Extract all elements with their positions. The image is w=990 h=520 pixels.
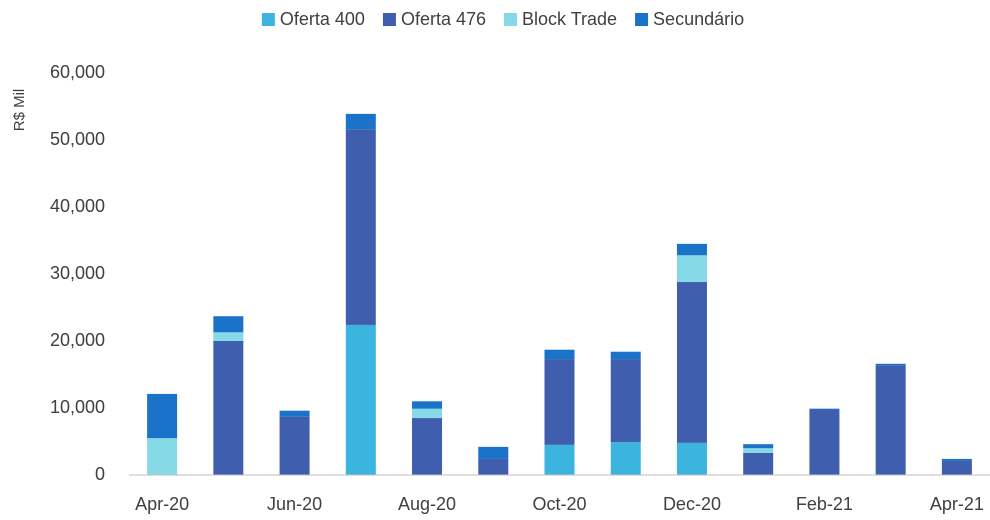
x-tick-label: Apr-21: [930, 494, 984, 514]
y-tick-label: 40,000: [50, 196, 105, 216]
legend-label: Oferta 400: [280, 9, 365, 29]
bar-segment: [676, 243, 707, 256]
bar-segment: [213, 341, 244, 475]
bar-segment: [941, 460, 972, 475]
bar-segment: [875, 365, 906, 475]
bar-segment: [147, 438, 178, 475]
bar-segment: [345, 113, 376, 130]
bar-segment: [875, 363, 906, 366]
bar-segment: [743, 448, 774, 453]
bar-segment: [743, 444, 774, 449]
bar-segment: [743, 452, 774, 475]
bar-segment: [610, 351, 641, 360]
x-tick-label: Aug-20: [398, 494, 456, 514]
bar-segment: [412, 418, 443, 475]
x-tick-label: Jun-20: [267, 494, 322, 514]
y-tick-label: 30,000: [50, 263, 105, 283]
bar-segment: [279, 416, 310, 475]
x-tick-label: Feb-21: [796, 494, 853, 514]
bar-segment: [213, 316, 244, 333]
bar-segment: [941, 458, 972, 461]
bar-segment: [610, 442, 641, 475]
y-tick-label: 50,000: [50, 129, 105, 149]
x-tick-label: Apr-20: [135, 494, 189, 514]
bar-segment: [544, 444, 575, 475]
bar-segment: [544, 359, 575, 445]
bar-segment: [676, 442, 707, 475]
bar-segment: [676, 282, 707, 443]
bar-segment: [412, 408, 443, 419]
bar-segment: [478, 458, 509, 475]
bar-segment: [345, 129, 376, 325]
legend-label: Block Trade: [522, 9, 617, 29]
legend-swatch: [261, 13, 275, 26]
legend-label: Oferta 476: [401, 9, 486, 29]
bar-segment: [676, 255, 707, 283]
bar-segment: [544, 349, 575, 360]
x-tick-label: Oct-20: [532, 494, 586, 514]
bar-segment: [345, 324, 376, 475]
bar-segment: [610, 359, 641, 443]
legend-swatch: [382, 13, 396, 26]
y-tick-label: 60,000: [50, 62, 105, 82]
bar-segment: [809, 408, 840, 411]
bar-segment: [147, 393, 178, 439]
bar-segment: [809, 410, 840, 475]
y-tick-label: 20,000: [50, 330, 105, 350]
legend-swatch: [504, 13, 517, 26]
bar-segment: [412, 401, 443, 409]
y-axis-title: R$ Mil: [11, 89, 28, 132]
x-tick-label: Dec-20: [663, 494, 721, 514]
bar-segment: [213, 332, 244, 341]
legend: Oferta 400 Oferta 476 Block Trade Secundári…: [261, 9, 744, 29]
legend-swatch: [635, 13, 649, 26]
bar-segment: [279, 410, 310, 417]
y-tick-label: 10,000: [50, 397, 105, 417]
bar-segment: [478, 446, 509, 459]
y-tick-label: 0: [95, 464, 105, 484]
legend-label: Secundário: [653, 9, 744, 29]
